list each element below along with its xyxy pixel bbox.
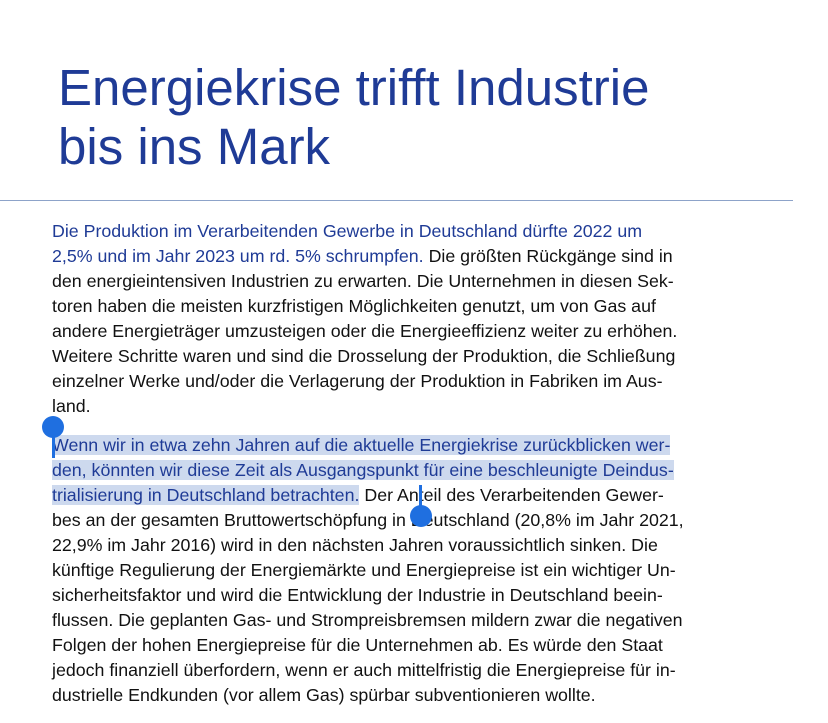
article-headline: Energiekrise trifft Industrie bis ins Ma… [58, 58, 649, 176]
selection-start-handle[interactable] [42, 416, 64, 438]
text-line[interactable]: sicherheitsfaktor und wird die Entwicklu… [52, 583, 684, 608]
text-line[interactable]: einzelner Werke und/oder die Verlagerung… [52, 369, 677, 394]
text-line[interactable]: den energieintensiven Industrien zu erwa… [52, 269, 677, 294]
text-line[interactable]: flussen. Die geplanten Gas- und Strompre… [52, 608, 684, 633]
headline-line-1: Energiekrise trifft Industrie [58, 59, 650, 116]
selected-text[interactable]: den, könnten wir diese Zeit als Ausgangs… [52, 460, 674, 480]
body-text: Folgen der hohen Energiepreise für die U… [52, 635, 663, 655]
selection-end-handle[interactable] [410, 505, 432, 527]
selected-text[interactable]: Wenn wir in etwa zehn Jahren auf die akt… [52, 435, 671, 455]
selected-text[interactable]: trialisierung in Deutschland betrachten. [52, 485, 360, 505]
body-text: jedoch finanziell überfordern, wenn er a… [52, 660, 676, 680]
selection-start-caret [52, 430, 55, 458]
text-line[interactable]: land. [52, 394, 677, 419]
text-line[interactable]: Folgen der hohen Energiepreise für die U… [52, 633, 684, 658]
selection-end-caret [419, 485, 422, 509]
body-text: flussen. Die geplanten Gas- und Strompre… [52, 610, 683, 630]
paragraph-1[interactable]: Die Produktion im Verarbeitenden Gewerbe… [52, 219, 677, 419]
text-line[interactable]: dustrielle Endkunden (vor allem Gas) spü… [52, 683, 684, 708]
text-line[interactable]: toren haben die meisten kurzfristigen Mö… [52, 294, 677, 319]
body-text: den energieintensiven Industrien zu erwa… [52, 271, 674, 291]
body-text: sicherheitsfaktor und wird die Entwicklu… [52, 585, 663, 605]
text-line[interactable]: andere Energieträger umzusteigen oder di… [52, 319, 677, 344]
body-text: bes an der gesamten Bruttowertschöpfung … [52, 510, 684, 530]
text-line[interactable]: den, könnten wir diese Zeit als Ausgangs… [52, 458, 684, 483]
text-line[interactable]: künftige Regulierung der Energiemärkte u… [52, 558, 684, 583]
lead-highlight-text: 2,5% und im Jahr 2023 um rd. 5% schrumpf… [52, 246, 424, 266]
paragraph-2[interactable]: Wenn wir in etwa zehn Jahren auf die akt… [52, 433, 684, 708]
headline-divider [0, 200, 793, 201]
body-text: Die größten Rückgänge sind in [423, 246, 673, 266]
body-text: Der Anteil des Verarbeitenden Gewer- [359, 485, 664, 505]
text-line[interactable]: jedoch finanziell überfordern, wenn er a… [52, 658, 684, 683]
text-line[interactable]: Weitere Schritte waren und sind die Dros… [52, 344, 677, 369]
body-text: andere Energieträger umzusteigen oder di… [52, 321, 678, 341]
text-line[interactable]: Wenn wir in etwa zehn Jahren auf die akt… [52, 433, 684, 458]
headline-line-2: bis ins Mark [58, 118, 331, 175]
body-text: künftige Regulierung der Energiemärkte u… [52, 560, 676, 580]
body-text: toren haben die meisten kurzfristigen Mö… [52, 296, 656, 316]
body-text: 22,9% im Jahr 2016) wird in den nächsten… [52, 535, 658, 555]
text-line[interactable]: 22,9% im Jahr 2016) wird in den nächsten… [52, 533, 684, 558]
body-text: einzelner Werke und/oder die Verlagerung… [52, 371, 663, 391]
body-text: Weitere Schritte waren und sind die Dros… [52, 346, 676, 366]
text-line[interactable]: Die Produktion im Verarbeitenden Gewerbe… [52, 219, 677, 244]
lead-highlight-text: Die Produktion im Verarbeitenden Gewerbe… [52, 221, 643, 241]
body-text: dustrielle Endkunden (vor allem Gas) spü… [52, 685, 596, 705]
text-line[interactable]: trialisierung in Deutschland betrachten.… [52, 483, 684, 508]
body-text: land. [52, 396, 91, 416]
text-line[interactable]: bes an der gesamten Bruttowertschöpfung … [52, 508, 684, 533]
text-line[interactable]: 2,5% und im Jahr 2023 um rd. 5% schrumpf… [52, 244, 677, 269]
